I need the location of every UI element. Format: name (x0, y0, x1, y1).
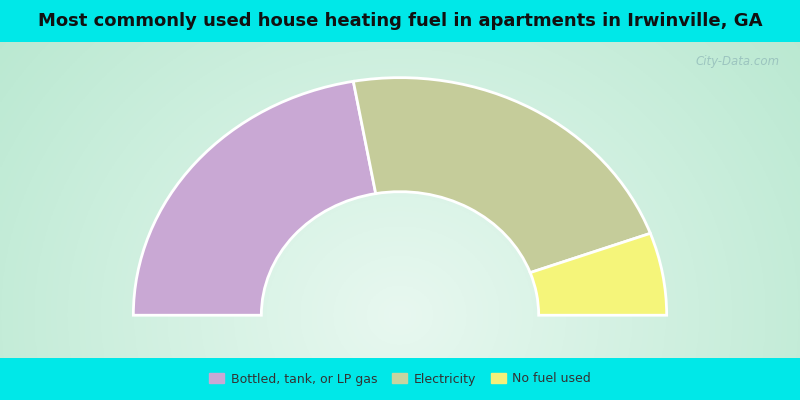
Text: City-Data.com: City-Data.com (696, 55, 780, 68)
Wedge shape (530, 233, 666, 315)
Wedge shape (354, 78, 650, 273)
Wedge shape (134, 81, 376, 315)
Text: Most commonly used house heating fuel in apartments in Irwinville, GA: Most commonly used house heating fuel in… (38, 12, 762, 30)
Legend: Bottled, tank, or LP gas, Electricity, No fuel used: Bottled, tank, or LP gas, Electricity, N… (210, 372, 590, 386)
